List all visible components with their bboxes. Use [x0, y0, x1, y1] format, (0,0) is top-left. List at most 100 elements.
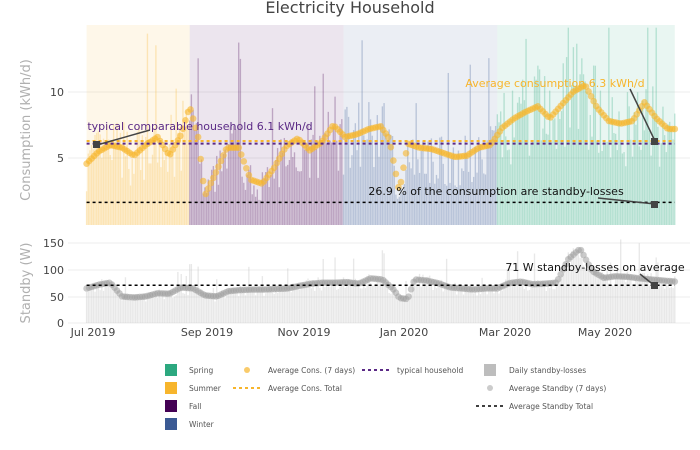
- consumption-bar: [359, 166, 362, 225]
- top-ytick-label: 5: [57, 152, 64, 165]
- standby-bar: [577, 255, 580, 323]
- consumption-bar: [324, 133, 326, 225]
- consumption-bar: [609, 157, 612, 225]
- consumption-bar: [425, 173, 428, 225]
- legend-label-standby-daily: Daily standby-losses: [509, 366, 586, 375]
- standby-bar: [540, 281, 542, 323]
- standby-avg-point: [557, 270, 564, 278]
- standby-bar: [520, 285, 522, 323]
- standby-bar: [591, 273, 593, 323]
- consumption-bar: [430, 138, 433, 225]
- standby-bar: [442, 291, 444, 323]
- consumption-bar: [319, 135, 321, 225]
- consumption-bar: [280, 139, 282, 225]
- consumption-bar: [641, 100, 644, 225]
- consumption-bar: [124, 156, 127, 225]
- consumption-bar: [432, 161, 434, 225]
- consumption-bar: [542, 128, 544, 225]
- standby-bar: [167, 295, 169, 323]
- consumption-bar: [293, 152, 296, 225]
- standby-bar: [641, 273, 644, 323]
- avg-cons-point: [212, 169, 220, 176]
- consumption-bar: [396, 198, 399, 225]
- consumption-bar: [146, 33, 149, 226]
- xtick-label: Jul 2019: [70, 326, 116, 339]
- consumption-bar: [238, 42, 240, 225]
- standby-bar: [562, 272, 564, 323]
- standby-bar: [640, 278, 642, 323]
- standby-bar: [542, 280, 544, 323]
- standby-bar: [320, 290, 323, 323]
- standby-bar: [165, 292, 167, 323]
- consumption-bar: [151, 154, 154, 225]
- standby-annotation-marker: [651, 282, 658, 289]
- standby-bar: [227, 288, 230, 323]
- consumption-bar: [633, 112, 635, 225]
- consumption-bar: [168, 143, 171, 225]
- consumption-bar: [577, 128, 580, 225]
- consumption-bar: [667, 124, 669, 225]
- consumption-bar: [226, 168, 228, 225]
- consumption-bar: [620, 140, 622, 225]
- standby-bar: [170, 290, 172, 323]
- standby-bar: [374, 283, 377, 323]
- consumption-bar: [628, 106, 630, 225]
- standby-bar: [161, 294, 164, 323]
- consumption-bar: [89, 150, 91, 225]
- standby-bar: [488, 285, 490, 323]
- consumption-bar: [567, 27, 569, 225]
- consumption-bar: [371, 135, 373, 225]
- standby-bar: [481, 277, 483, 323]
- standby-bar: [393, 286, 395, 323]
- consumption-bar: [202, 193, 204, 225]
- consumption-bar: [170, 114, 172, 225]
- standby-bar: [180, 274, 182, 323]
- standby-bar: [309, 280, 311, 323]
- standby-bar: [390, 293, 392, 323]
- standby-share-marker: [651, 201, 658, 208]
- standby-avg-point: [671, 278, 679, 285]
- standby-bar: [107, 283, 110, 323]
- consumption-bar: [290, 142, 292, 225]
- chart-title: Electricity Household: [265, 0, 434, 17]
- standby-bar: [672, 288, 674, 323]
- legend-label-standby-total: Average Standby Total: [509, 402, 593, 411]
- standby-bar: [653, 285, 656, 323]
- consumption-bar: [442, 163, 444, 225]
- standby-bar: [410, 293, 412, 323]
- consumption-bar: [234, 128, 237, 225]
- top-ylabel: Consumption (kWh/d): [19, 59, 34, 201]
- avg-cons-point: [192, 124, 199, 132]
- legend-swatch-standby-7d: [487, 385, 493, 391]
- standby-bar: [354, 278, 357, 323]
- standby-bar: [124, 277, 127, 323]
- consumption-bar: [138, 127, 140, 225]
- standby-bar: [380, 279, 382, 323]
- consumption-bar: [374, 143, 377, 225]
- consumption-bar: [303, 149, 306, 225]
- standby-bar: [478, 285, 480, 323]
- standby-bar: [403, 300, 406, 323]
- standby-bar: [119, 299, 122, 323]
- consumption-bar: [244, 189, 247, 225]
- standby-avg-point: [554, 275, 562, 283]
- bottom-ytick-label: 100: [43, 264, 64, 277]
- consumption-bar: [643, 130, 646, 225]
- standby-bar: [586, 260, 588, 323]
- consumption-bar: [445, 185, 448, 225]
- standby-bar: [625, 282, 627, 323]
- season-band-spring: [497, 25, 675, 225]
- standby-bar: [496, 290, 498, 323]
- standby-bar: [172, 297, 174, 323]
- standby-avg-point: [559, 265, 567, 273]
- standby-bar: [221, 290, 223, 323]
- consumption-bar: [210, 169, 213, 225]
- consumption-bar: [638, 146, 640, 225]
- standby-bar: [116, 288, 118, 323]
- standby-bar: [670, 287, 673, 323]
- standby-bar: [200, 289, 203, 323]
- standby-bar: [160, 297, 162, 323]
- consumption-bar: [163, 160, 166, 225]
- consumption-bar: [582, 74, 585, 226]
- consumption-bar: [547, 134, 549, 225]
